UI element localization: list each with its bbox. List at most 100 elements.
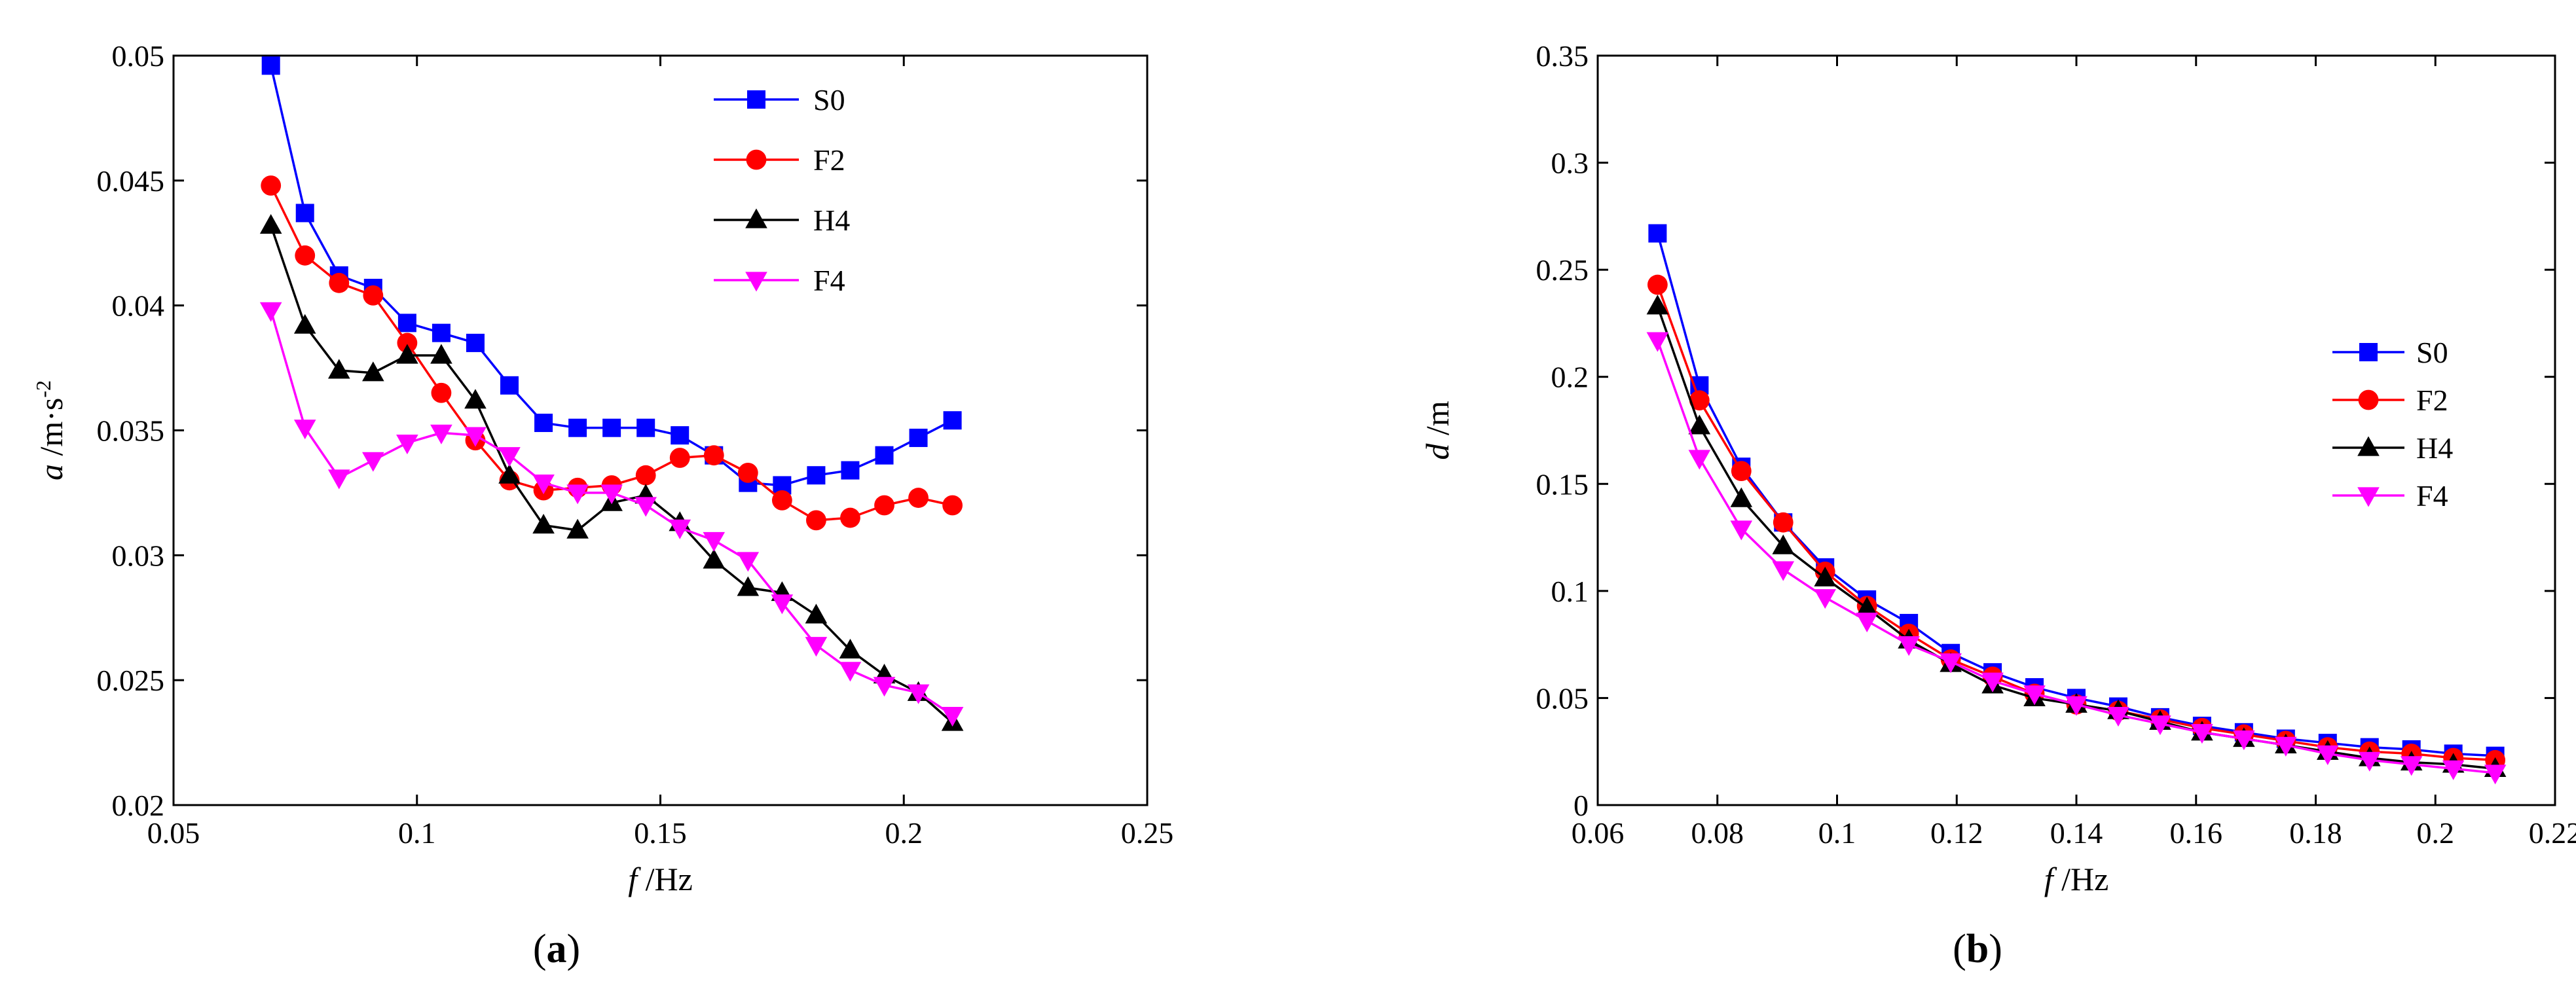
data-point-S0 [943,411,962,430]
x-tick-label: 0.2 [2417,816,2455,850]
data-point-F2 [908,488,929,508]
y-tick-label: 0.1 [1551,575,1589,608]
x-tick-label: 0.14 [2050,816,2103,850]
legend-label-F4: F4 [2416,479,2448,512]
data-point-F2 [806,510,826,531]
chart-panel-a: 0.05 0.1 0.15 0.2 0.25 0.02 0.025 0.03 0.035 0.04… [31,39,1173,897]
data-point-F4 [907,684,930,704]
data-point-H4 [1688,414,1711,435]
data-point-F4 [873,677,896,697]
legend-marker-S0 [2359,343,2378,361]
data-point-H4 [327,359,350,379]
data-point-F2 [942,495,963,516]
data-point-H4 [703,548,726,569]
x-tick-label: 0.06 [1572,816,1625,850]
data-point-F2 [840,507,860,528]
y-tick-label: 0.03 [112,539,165,572]
y-tick-label: 0.2 [1551,361,1589,394]
legend-marker-H4 [2357,436,2380,456]
data-point-S0 [534,414,553,433]
data-point-H4 [293,314,316,334]
y-tick-label: 0.05 [112,39,165,73]
data-point-F4 [2442,760,2465,780]
series-F4 [259,302,964,727]
data-point-H4 [737,576,760,596]
legend-marker-F2 [746,149,767,170]
data-point-S0 [602,418,621,437]
legend-label-H4: H4 [2416,431,2453,465]
panel-label-b: (b) [1953,927,2002,971]
data-point-F4 [327,469,350,490]
y-tick-label: 0.045 [97,164,165,198]
x-tick-label: 0.22 [2529,816,2576,850]
x-tick-label: 0.25 [1121,816,1174,850]
legend: S0 F2 H4 F4 [714,83,850,297]
data-point-F4 [259,302,282,322]
data-point-H4 [1856,596,1878,617]
legend-label-S0: S0 [2416,336,2448,369]
data-point-F4 [635,497,657,517]
y-tick-label: 0.05 [1536,681,1589,715]
x-tick-label: 0.05 [147,816,200,850]
legend-label-H4: H4 [813,204,850,237]
data-point-F2 [874,495,894,516]
data-point-F4 [1688,450,1711,470]
data-point-F4 [1898,636,1920,656]
data-point-F4 [464,427,487,447]
data-point-H4 [396,344,418,364]
data-point-F4 [362,452,384,472]
data-point-S0 [568,418,587,437]
data-point-F2 [1689,390,1710,411]
data-point-F4 [703,531,726,552]
data-point-F2 [703,445,724,466]
legend-label-S0: S0 [813,83,845,117]
data-point-H4 [362,361,384,382]
data-point-F2 [397,333,418,353]
data-point-F4 [1940,653,1962,674]
data-point-F4 [1856,613,1878,633]
data-point-S0 [636,418,655,437]
data-point-F4 [805,637,828,657]
data-point-F4 [430,424,452,444]
x-axis-label: f /Hz [2044,861,2109,897]
data-point-F2 [261,175,282,196]
y-tick-label: 0.025 [97,664,165,697]
data-point-F4 [532,475,555,495]
panel-label-a: (a) [533,927,580,971]
legend: S0 F2 H4 F4 [2325,321,2480,525]
y-tick-label: 0.35 [1536,39,1589,73]
legend-marker-F4 [745,272,767,292]
x-tick-label: 0.2 [885,816,923,850]
data-point-H4 [1772,534,1795,554]
data-point-F4 [1981,672,2004,692]
x-tick-label: 0.18 [2289,816,2342,850]
y-axis-label: a /m·s-2 [31,380,69,480]
x-tick-label: 0.15 [634,816,687,850]
data-point-F4 [2358,751,2381,772]
legend-background [2325,321,2480,525]
data-point-F4 [2275,736,2297,757]
y-axis-label: d /m [1419,401,1456,459]
data-point-F2 [363,285,384,306]
y-tick-label: 0.15 [1536,467,1589,501]
data-point-S0 [807,466,826,485]
data-point-F4 [2023,685,2046,706]
series-F4 [1646,332,2507,785]
data-point-F4 [839,662,862,682]
data-point-F4 [1730,520,1753,541]
y-tick-label: 0 [1573,789,1589,822]
x-tick-label: 0.16 [2170,816,2223,850]
legend-marker-S0 [747,90,765,109]
data-point-F4 [293,420,316,440]
data-point-F2 [1731,461,1752,482]
data-point-F4 [2484,764,2507,785]
data-point-F4 [2065,696,2088,716]
data-point-F4 [2233,730,2255,751]
data-point-H4 [839,638,862,658]
x-axis-label: f /Hz [628,861,693,897]
data-point-S0 [432,323,451,342]
data-point-H4 [566,518,589,539]
data-point-S0 [500,376,519,395]
data-point-S0 [1648,224,1667,243]
